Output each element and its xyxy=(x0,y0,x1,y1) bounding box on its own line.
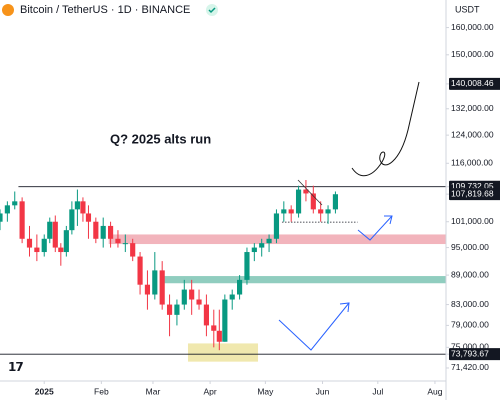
y-tick-label: 95,000.00 xyxy=(451,242,489,252)
y-tick-label: 75,000.00 xyxy=(451,342,489,352)
drawing-arrow xyxy=(278,302,350,351)
candle-body xyxy=(107,225,114,239)
candle-body xyxy=(115,238,121,244)
candle-body xyxy=(152,270,158,295)
x-tick-label: Jun xyxy=(316,386,330,396)
y-tick-label: 150,000.00 xyxy=(451,49,494,59)
plot-area xyxy=(0,179,447,362)
candle-body xyxy=(159,270,165,305)
candle-body xyxy=(137,256,143,285)
candle-body xyxy=(41,238,47,253)
candle-body xyxy=(237,279,243,295)
y-tick-label: 140,008.46 xyxy=(451,78,494,88)
y-tick-label: 73,793.67 xyxy=(451,348,489,358)
candle-body xyxy=(52,221,58,248)
candle-body xyxy=(332,194,339,210)
candle-body xyxy=(244,252,250,280)
candle-body xyxy=(69,209,75,231)
drawing-curve xyxy=(351,81,420,177)
candle-body xyxy=(295,189,302,214)
candle-body xyxy=(4,205,10,214)
candle-body xyxy=(325,209,331,214)
candle-body xyxy=(181,289,187,305)
candle-body xyxy=(122,243,128,245)
y-tick-label: 83,000.00 xyxy=(451,299,489,309)
candle-body xyxy=(303,189,309,194)
candle-body xyxy=(100,225,106,239)
annotation: Q? 2025 alts run xyxy=(110,131,211,146)
logo: 𝟭𝟳 xyxy=(8,360,23,374)
candle-body xyxy=(12,201,18,206)
candle-body xyxy=(288,209,294,214)
candle-body xyxy=(203,304,209,326)
y-tick-label: 124,000.00 xyxy=(451,129,494,139)
x-tick-label: Feb xyxy=(94,386,109,396)
y-tick-label: 89,000.00 xyxy=(451,269,489,279)
candle-body xyxy=(211,325,217,331)
drawing-arrow-head xyxy=(384,215,393,225)
candle-body xyxy=(74,201,80,210)
candle-body xyxy=(189,289,195,300)
y-tick-label: 107,819.68 xyxy=(451,188,494,198)
y-tick-label: 101,000.00 xyxy=(451,216,494,226)
y-tick-label: 79,000.00 xyxy=(451,320,489,330)
candle-body xyxy=(310,193,316,210)
candle-body xyxy=(47,221,53,239)
x-tick-label: Jul xyxy=(372,386,383,396)
candle-body xyxy=(80,201,86,214)
drawing-arrow-head xyxy=(339,302,350,313)
coin-icon xyxy=(2,4,14,16)
candle-body xyxy=(229,294,235,300)
y-tick-label: 109,732.05 xyxy=(451,181,494,191)
x-tick-label: Aug xyxy=(427,386,442,396)
x-tick-label: Apr xyxy=(203,386,216,396)
candle-body xyxy=(0,213,3,222)
drawing-arrow xyxy=(357,215,393,241)
x-tick-label: May xyxy=(257,386,274,396)
candle-body xyxy=(266,238,272,244)
status-check xyxy=(208,7,216,14)
y-tick-label: 116,000.00 xyxy=(451,158,493,168)
candle-body xyxy=(259,243,265,248)
candle-body xyxy=(216,330,222,342)
candle-body xyxy=(19,201,25,239)
y-tick-label: 71,420.00 xyxy=(451,362,489,372)
price-label-bg xyxy=(449,77,500,90)
candle-body xyxy=(222,299,228,342)
x-tick-label: Mar xyxy=(146,386,161,396)
currency-label: USDT xyxy=(455,4,480,14)
candle-body xyxy=(281,209,287,214)
candle-body xyxy=(318,209,324,214)
candle-body xyxy=(166,304,173,315)
drawing-trendline xyxy=(297,179,323,206)
chart-title: Bitcoin / TetherUS · 1D · BINANCE xyxy=(20,4,190,16)
price-label-bg xyxy=(449,348,500,361)
candle-body xyxy=(196,299,202,305)
y-tick-label: 132,000.00 xyxy=(451,103,494,113)
y-tick-label: 160,000.00 xyxy=(451,22,494,32)
candle-body xyxy=(130,243,136,257)
candle-body xyxy=(93,221,99,239)
candle-body xyxy=(174,304,180,315)
price-label-bg xyxy=(449,188,500,201)
x-tick-label: 2025 xyxy=(35,386,54,396)
zone xyxy=(187,343,259,362)
candle-body xyxy=(144,284,151,295)
candle-body xyxy=(26,238,33,248)
zone xyxy=(108,234,446,245)
candle-body xyxy=(85,213,92,222)
candle-body xyxy=(273,213,280,239)
candle-body xyxy=(34,247,40,253)
candle-body xyxy=(251,247,257,253)
candle-body xyxy=(63,230,69,253)
zone xyxy=(164,276,447,284)
candle-body xyxy=(58,247,64,253)
